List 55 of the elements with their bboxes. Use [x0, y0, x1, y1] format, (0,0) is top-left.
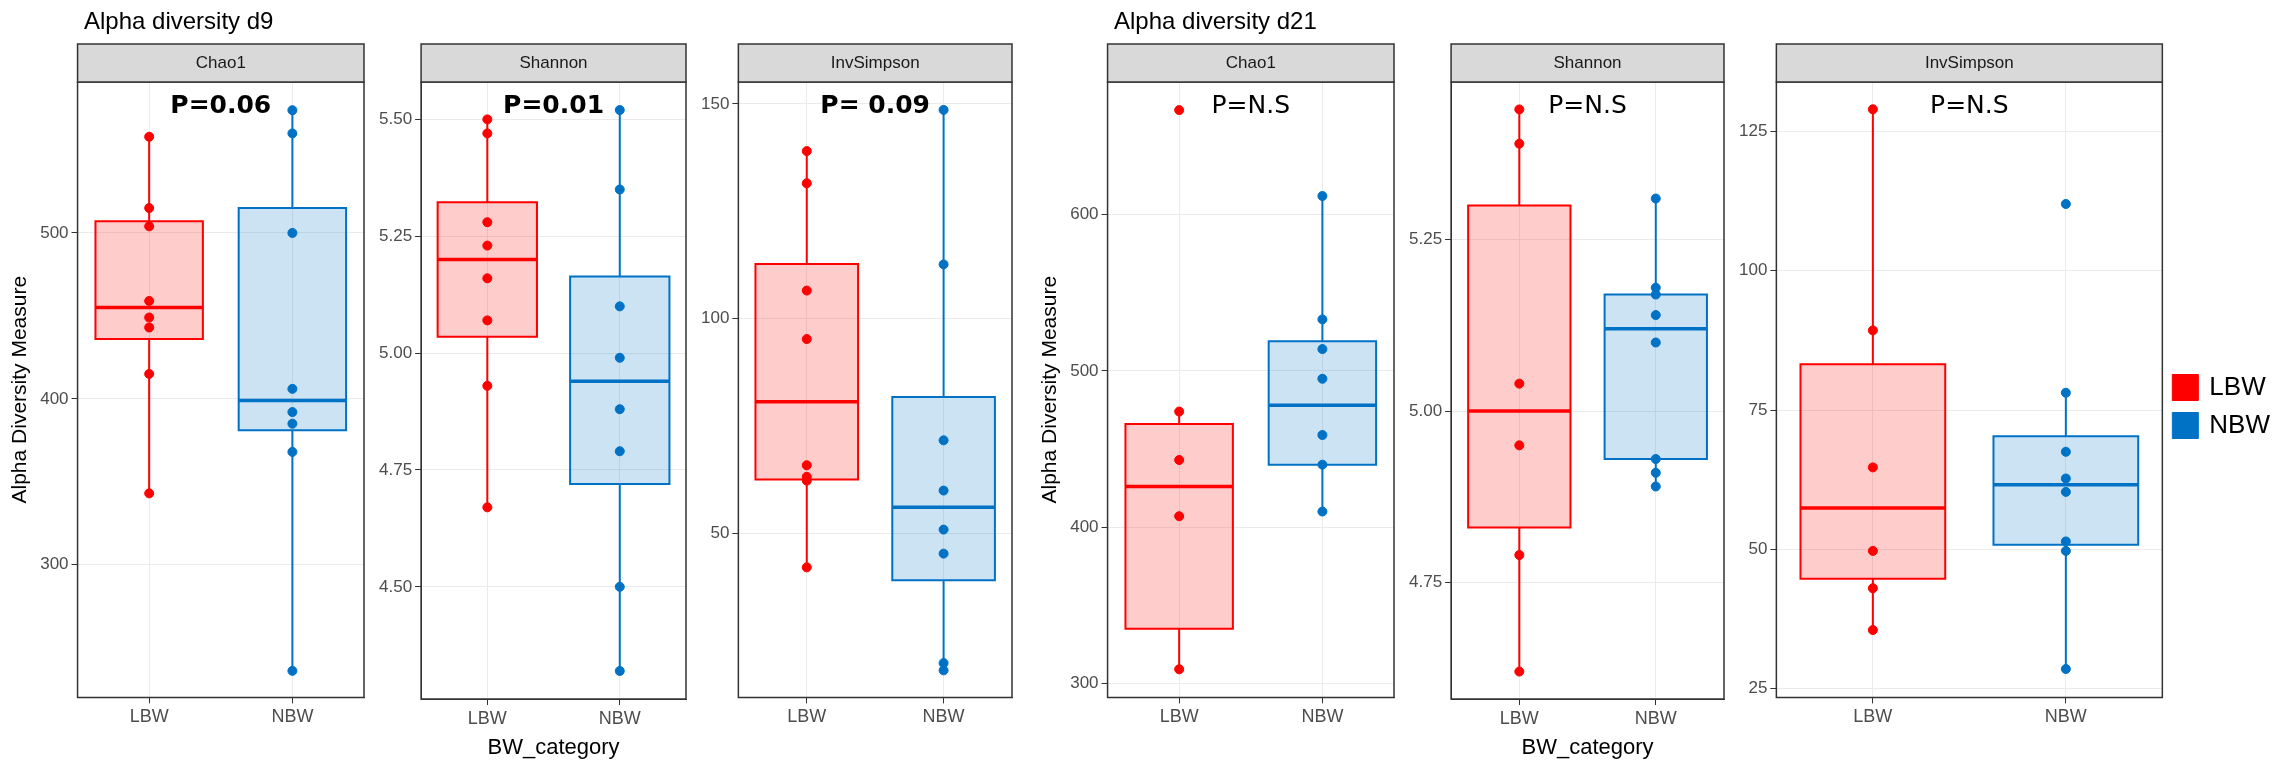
y-tick-label: 300	[40, 554, 69, 574]
y-tick-label: 300	[1070, 673, 1099, 693]
chart-subtitle: InvSimpson	[830, 52, 920, 72]
y-tick-label: 4.50	[378, 576, 413, 596]
annotation: P=0.06	[170, 89, 272, 119]
y-tick-label: 50	[1748, 538, 1768, 558]
annotation: P=N.S	[1548, 89, 1627, 119]
y-tick-label: 400	[40, 388, 69, 408]
x-axis-title: BW_category	[487, 733, 620, 759]
y-tick-label: 5.25	[378, 225, 413, 245]
chart-title: Alpha diversity d9	[83, 6, 275, 36]
annotation: P=N.S	[1930, 89, 2009, 119]
y-axis-title: Alpha Diversity Measure	[7, 275, 31, 504]
y-tick-label: 100	[700, 308, 730, 328]
x-tick-label: LBW	[1159, 706, 1199, 727]
x-axis-title: BW_category	[1521, 733, 1654, 759]
annotation: P=N.S	[1211, 89, 1291, 119]
annotation: P= 0.09	[820, 89, 931, 119]
y-tick-label: 5.50	[378, 109, 413, 129]
y-tick-label: 100	[1738, 260, 1768, 280]
y-tick-label: 5.25	[1408, 229, 1443, 249]
y-tick-label: 5.00	[1408, 400, 1443, 420]
x-tick-label: NBW	[922, 706, 965, 727]
x-tick-label: NBW	[598, 707, 641, 728]
y-tick-label: 25	[1748, 678, 1768, 698]
chart-subtitle: Shannon	[519, 52, 588, 72]
x-tick-label: LBW	[787, 706, 827, 727]
x-tick-label: NBW	[271, 706, 314, 727]
legend-label: LBW	[2209, 370, 2267, 401]
x-tick-label: LBW	[129, 706, 169, 727]
y-tick-label: 5.00	[378, 342, 413, 362]
y-tick-label: 75	[1748, 399, 1768, 419]
y-axis-title: Alpha Diversity Measure	[1037, 275, 1061, 504]
chart-subtitle: Shannon	[1553, 52, 1622, 72]
x-tick-label: LBW	[467, 707, 507, 728]
y-tick-label: 50	[710, 522, 730, 542]
y-tick-label: 500	[40, 222, 69, 242]
chart-subtitle: InvSimpson	[1924, 52, 2014, 72]
legend-label: NBW	[2209, 408, 2271, 439]
x-tick-label: NBW	[1301, 706, 1344, 727]
x-tick-label: LBW	[1499, 707, 1539, 728]
y-tick-label: 4.75	[378, 459, 413, 479]
y-tick-label: 4.75	[1408, 572, 1443, 592]
chart-title: Alpha diversity d21	[1113, 6, 1318, 36]
chart-subtitle: Chao1	[1225, 52, 1276, 72]
y-tick-label: 600	[1070, 204, 1099, 224]
x-tick-label: NBW	[1634, 707, 1677, 728]
x-tick-label: LBW	[1853, 706, 1893, 727]
y-tick-label: 150	[700, 93, 730, 113]
x-tick-label: NBW	[2044, 706, 2087, 727]
y-tick-label: 400	[1070, 516, 1099, 536]
annotation: P=0.01	[503, 89, 605, 119]
y-tick-label: 125	[1738, 121, 1768, 141]
y-tick-label: 500	[1070, 360, 1099, 380]
chart-subtitle: Chao1	[195, 52, 246, 72]
